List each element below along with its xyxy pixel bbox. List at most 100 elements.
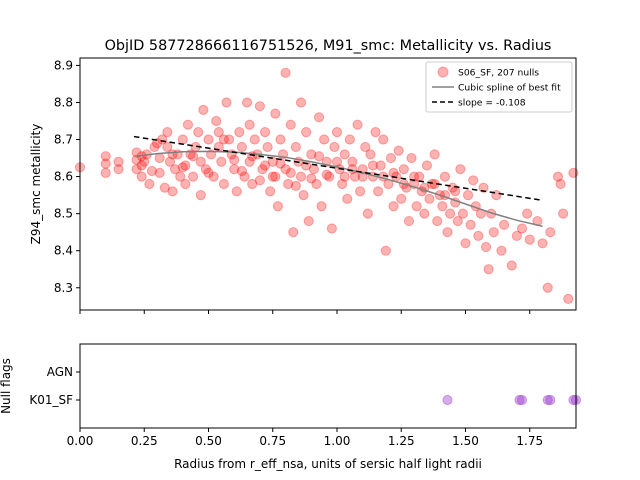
data-point <box>537 238 548 249</box>
data-point <box>380 245 391 256</box>
data-point <box>545 227 556 238</box>
data-point <box>239 171 250 182</box>
data-point <box>208 171 219 182</box>
data-point <box>437 201 448 212</box>
main-y-axis: 8.3 8.4 8.5 8.6 8.7 8.8 8.9 <box>54 58 80 295</box>
data-point <box>295 97 307 108</box>
data-point <box>444 208 456 219</box>
data-point <box>180 178 191 190</box>
data-point <box>221 97 232 108</box>
data-point <box>483 264 494 275</box>
data-point <box>280 67 291 78</box>
data-point <box>262 141 273 153</box>
data-point <box>331 127 343 138</box>
data-point <box>496 245 507 256</box>
data-point <box>257 164 268 175</box>
category-label: AGN <box>47 365 73 379</box>
data-point <box>488 227 499 238</box>
data-point <box>177 134 188 145</box>
data-point <box>344 134 355 145</box>
data-point <box>455 164 466 175</box>
data-point <box>419 208 430 219</box>
data-point <box>164 156 176 167</box>
data-point <box>303 215 314 227</box>
data-point <box>113 164 124 175</box>
data-point <box>511 230 522 241</box>
data-point <box>167 149 178 160</box>
data-point <box>357 171 368 182</box>
y-tick-label: 8.5 <box>54 207 73 221</box>
data-point <box>131 154 142 166</box>
data-point <box>154 167 165 178</box>
data-point <box>388 167 399 178</box>
data-point <box>149 141 160 153</box>
data-point <box>193 127 204 138</box>
data-point <box>349 171 361 182</box>
data-point <box>187 171 199 182</box>
main-plot-frame <box>79 57 577 311</box>
flag-point <box>514 394 525 406</box>
data-point <box>100 158 111 169</box>
data-point <box>339 171 350 182</box>
data-point <box>285 167 296 178</box>
data-point <box>195 156 206 167</box>
data-point <box>411 201 422 212</box>
scatter-series-s06-sf <box>74 67 579 304</box>
data-point <box>342 193 353 204</box>
data-point <box>200 164 212 175</box>
legend-points-label: S06_SF, 207 nulls <box>458 68 539 79</box>
data-point <box>113 156 124 167</box>
legend-slope-label: slope = -0.108 <box>458 98 526 109</box>
data-point <box>326 223 337 234</box>
chart-title: ObjID 587728666116751526, M91_smc: Metal… <box>105 38 552 54</box>
data-point <box>275 158 286 169</box>
data-point <box>522 208 533 219</box>
data-point <box>234 127 245 138</box>
main-y-axis-label: Z94_smc metallicity <box>29 124 43 245</box>
flag-x-axis: 0.00 0.25 0.50 0.75 1.00 1.25 1.50 1.75 <box>67 428 543 448</box>
data-point <box>465 219 476 230</box>
data-point <box>259 160 271 171</box>
data-point <box>298 190 309 201</box>
y-tick-label: 8.6 <box>54 170 73 184</box>
data-point <box>218 178 230 190</box>
data-point <box>131 164 142 175</box>
data-point <box>131 147 142 158</box>
category-label: K01_SF <box>29 393 73 407</box>
data-point <box>329 141 340 153</box>
data-point <box>365 149 376 160</box>
data-point <box>339 149 350 160</box>
data-point <box>421 160 433 171</box>
data-point <box>236 165 248 177</box>
data-point <box>290 141 301 153</box>
data-point <box>211 115 222 127</box>
data-point <box>162 141 173 153</box>
data-point <box>563 293 574 304</box>
data-point <box>216 156 227 167</box>
data-point <box>398 164 409 175</box>
data-point <box>229 154 240 166</box>
data-point <box>198 104 209 115</box>
data-point <box>324 171 335 182</box>
data-point <box>524 234 535 245</box>
data-point <box>182 119 194 130</box>
data-point <box>218 134 230 145</box>
data-point <box>388 201 399 212</box>
flag-point <box>545 394 556 406</box>
data-point <box>468 175 479 186</box>
data-point <box>480 241 492 253</box>
data-point <box>406 152 417 164</box>
data-point <box>195 190 206 201</box>
data-point <box>442 227 453 238</box>
legend-points-marker <box>437 66 449 78</box>
main-x-axis <box>79 310 531 314</box>
y-tick-label: 8.8 <box>54 95 73 109</box>
data-point <box>555 178 566 190</box>
data-point <box>231 186 242 197</box>
data-point <box>270 171 281 182</box>
data-point <box>229 164 240 175</box>
data-point <box>452 215 463 227</box>
data-point <box>450 186 461 197</box>
data-point <box>288 227 299 238</box>
data-point <box>396 193 407 204</box>
